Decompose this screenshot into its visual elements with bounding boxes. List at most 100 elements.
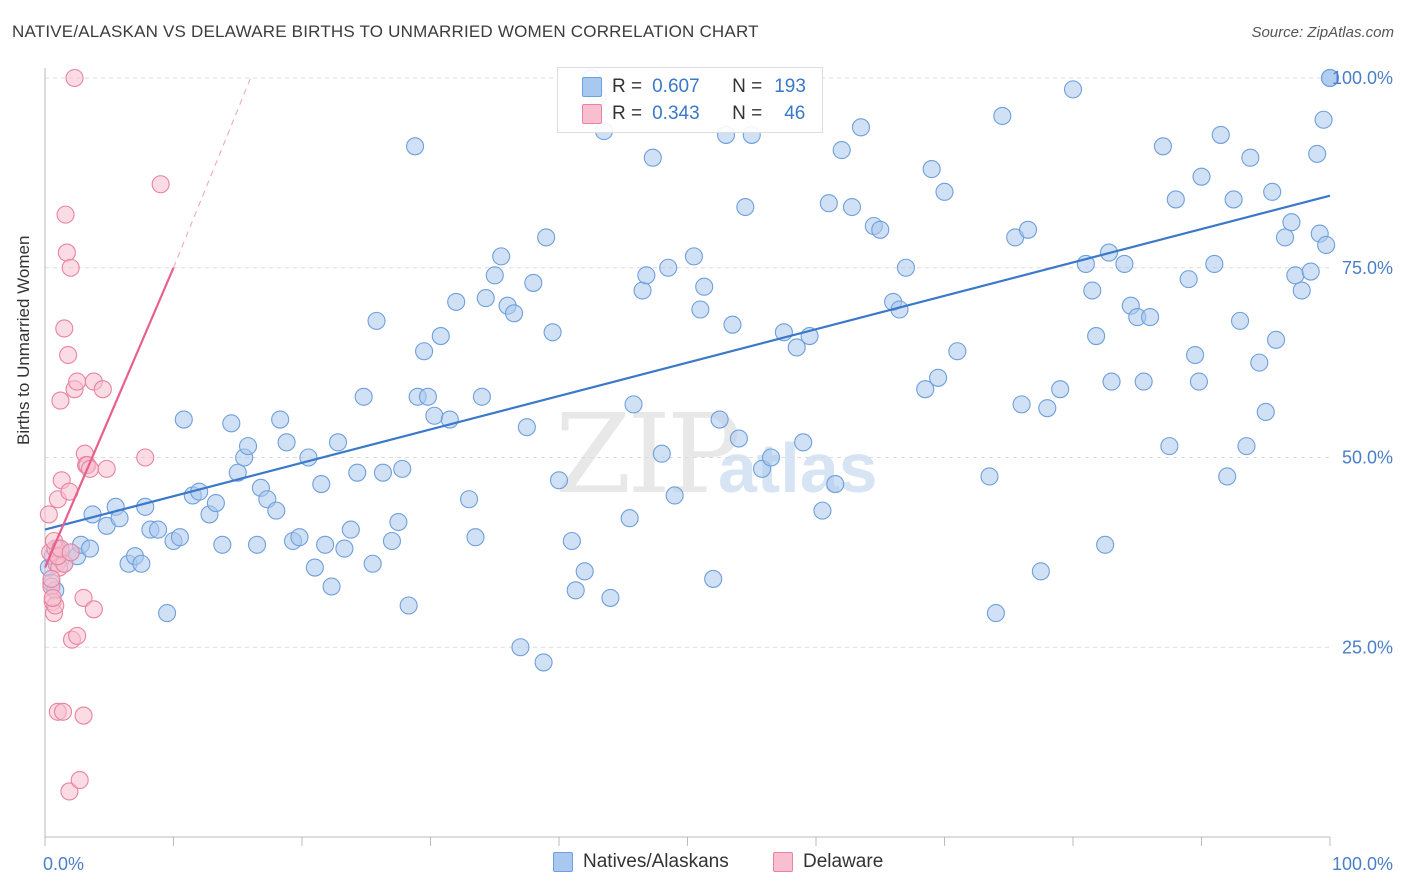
legend-row-natives: R = 0.607 N = 193 <box>582 74 806 100</box>
native-point <box>431 327 450 346</box>
native-point <box>575 562 594 581</box>
x-tick-label: 100.0% <box>1332 854 1393 874</box>
delaware-point <box>43 588 62 607</box>
native-point <box>1286 266 1305 285</box>
native-point <box>736 197 755 217</box>
delaware-point <box>136 448 155 467</box>
native-point <box>492 247 511 266</box>
native-point <box>1166 190 1185 209</box>
native-point <box>132 554 151 573</box>
data-points <box>39 68 1340 801</box>
native-point <box>993 106 1012 125</box>
delaware-point <box>74 588 93 607</box>
native-point <box>691 300 710 319</box>
legend-swatch-natives <box>582 77 602 97</box>
delaware-point <box>74 706 93 725</box>
native-point <box>1115 254 1134 274</box>
native-point <box>1308 144 1327 163</box>
native-point <box>459 490 479 509</box>
native-point <box>322 577 341 596</box>
native-point <box>832 141 851 160</box>
native-point <box>566 581 585 600</box>
delaware-point <box>56 205 75 224</box>
native-point <box>348 463 367 482</box>
x-tick-label: 0.0% <box>43 854 84 874</box>
native-point <box>704 569 723 588</box>
native-point <box>1224 190 1243 209</box>
native-point <box>1083 281 1102 300</box>
native-point <box>382 531 402 551</box>
y-tick-label: 50.0% <box>1342 448 1393 468</box>
trend-lines <box>43 77 1331 568</box>
native-point <box>228 463 247 482</box>
native-point <box>1051 380 1070 399</box>
delaware-point <box>57 243 76 262</box>
legend-item-delaware[interactable]: Delaware <box>773 851 883 873</box>
legend-r-label: R = <box>612 76 643 97</box>
native-point <box>271 410 290 429</box>
native-point <box>1282 213 1301 232</box>
native-point <box>826 475 845 494</box>
native-point <box>637 266 656 285</box>
y-tick-label: 75.0% <box>1342 258 1393 278</box>
delaware-point <box>59 345 78 365</box>
correlation-legend: R = 0.607 N = 193 R = 0.343 N = 46 <box>557 67 823 133</box>
legend-label-natives: Natives/Alaskans <box>583 851 729 872</box>
native-point <box>794 433 813 452</box>
native-point <box>1087 327 1106 346</box>
native-point <box>354 387 373 406</box>
native-point <box>316 535 335 554</box>
native-point <box>1153 137 1172 156</box>
native-point <box>948 342 967 361</box>
native-point <box>1237 437 1256 456</box>
source-label: Source: ZipAtlas.com <box>1251 24 1394 41</box>
delaware-point <box>93 380 112 399</box>
native-point <box>393 459 412 478</box>
native-point <box>149 520 168 539</box>
delaware-point <box>55 319 74 338</box>
native-point <box>1211 125 1230 144</box>
native-point <box>851 118 871 137</box>
delaware-point <box>60 782 79 801</box>
delaware-point <box>68 372 87 391</box>
native-point <box>1301 262 1320 281</box>
native-point <box>1231 311 1250 330</box>
native-point <box>290 528 309 547</box>
native-point <box>543 323 562 342</box>
legend-r-label: R = <box>612 103 643 124</box>
native-point <box>267 501 286 520</box>
delaware-trend-line <box>43 267 175 568</box>
native-point <box>1141 308 1160 327</box>
native-point <box>620 509 639 528</box>
native-point <box>328 433 348 452</box>
native-point <box>659 258 678 277</box>
legend-label-delaware: Delaware <box>803 851 884 872</box>
native-point <box>1189 372 1208 391</box>
native-point <box>504 304 524 323</box>
native-point <box>761 448 781 467</box>
native-trend-line <box>44 194 1331 531</box>
legend-n-value: 193 <box>774 76 806 97</box>
native-point <box>1018 220 1038 239</box>
native-point <box>1263 182 1282 201</box>
native-point <box>665 486 684 505</box>
native-point <box>174 410 193 429</box>
y-axis-label: Births to Unmarried Women <box>14 235 33 445</box>
native-point <box>447 292 466 311</box>
native-point <box>601 588 620 607</box>
native-point <box>819 194 838 213</box>
native-point <box>415 342 434 361</box>
series-legend: Natives/Alaskans Delaware <box>0 851 1406 877</box>
native-point <box>1256 402 1275 422</box>
delaware-point <box>97 459 116 478</box>
legend-item-natives[interactable]: Natives/Alaskans <box>553 851 729 873</box>
native-point <box>80 539 100 558</box>
chart-title: NATIVE/ALASKAN VS DELAWARE BIRTHS TO UNM… <box>12 22 759 41</box>
native-point <box>1179 270 1198 289</box>
native-point <box>534 653 553 672</box>
native-point <box>277 433 296 452</box>
native-point <box>710 410 729 429</box>
native-point <box>896 258 916 277</box>
native-point <box>83 505 102 524</box>
